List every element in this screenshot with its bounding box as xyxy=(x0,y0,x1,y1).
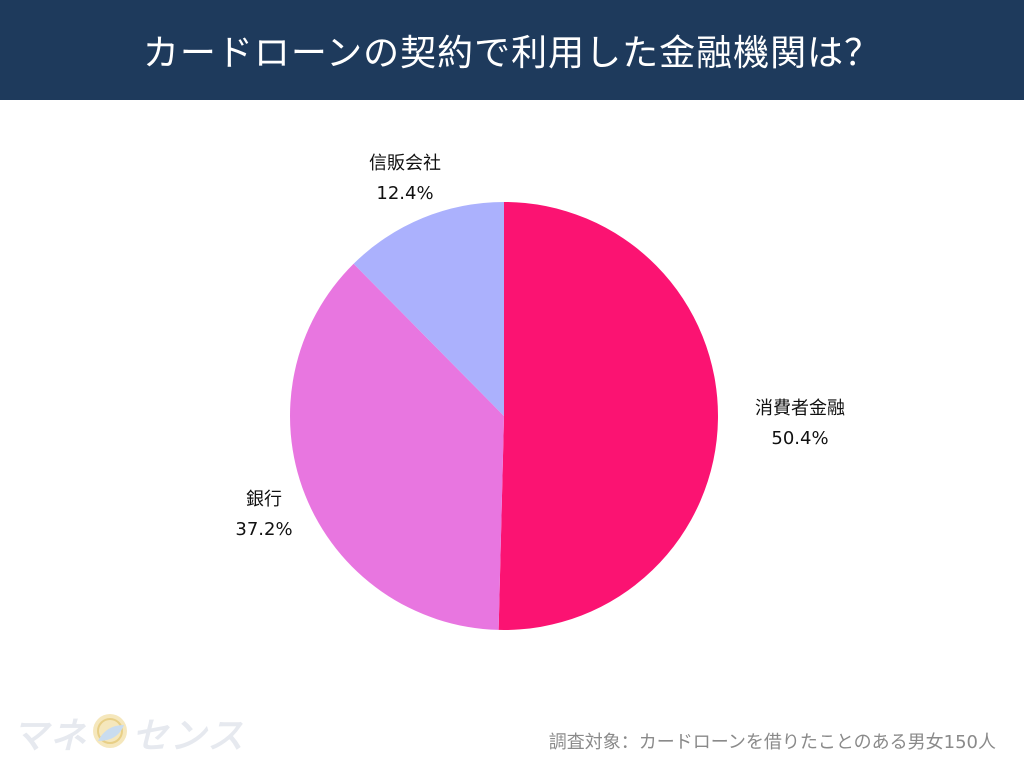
pie-slice-2 xyxy=(289,263,504,630)
header-banner: カードローンの契約で利用した金融機関は？ xyxy=(0,0,1024,100)
pie-slices xyxy=(289,202,718,630)
slice-percent-label: 12.4% xyxy=(376,183,433,204)
slice-name-label: 信販会社 xyxy=(369,153,441,174)
pie-labels: 消費者金融 50.4% 銀行 37.2% 信販会社 12.4% xyxy=(235,153,845,540)
chart-title: カードローンの契約で利用した金融機関は？ xyxy=(142,33,882,74)
logo-text-part1: マネ xyxy=(12,716,89,757)
slice-percent-label: 37.2% xyxy=(235,519,292,540)
pie-slice-3 xyxy=(353,202,504,416)
logo-text-part2: センス xyxy=(132,716,246,757)
slice-name-label: 銀行 xyxy=(246,489,282,510)
slice-name-label: 消費者金融 xyxy=(755,398,845,419)
pie-slice-1 xyxy=(498,202,718,630)
slice-percent-label: 50.4% xyxy=(771,428,828,449)
survey-footnote: 調査対象：カードローンを借りたことのある男女150人 xyxy=(548,732,996,753)
coin-leaf-icon xyxy=(90,711,130,755)
brand-logo: マネ センス xyxy=(12,706,245,760)
